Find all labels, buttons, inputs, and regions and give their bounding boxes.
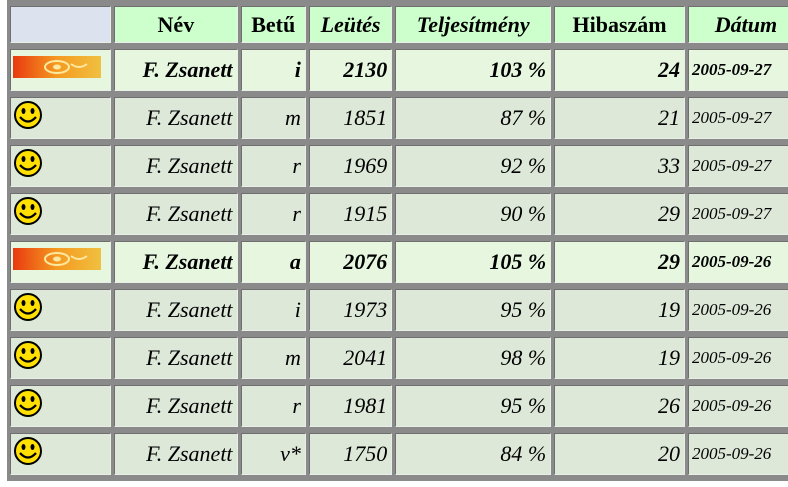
header-cell: Név: [114, 6, 238, 43]
table-cell: 2005-09-27: [687, 145, 788, 187]
icon-cell: [10, 145, 112, 187]
table-cell: 92 %: [395, 145, 552, 187]
table-cell: a: [240, 241, 306, 283]
header-row: Név Betű Leütés Teljesítmény Hibaszám Dá…: [10, 6, 788, 43]
table-cell: F. Zsanett: [114, 385, 238, 427]
table-row: F. Zsanett m 1851 87 % 21 2005-09-27: [10, 97, 788, 139]
table-cell: 2130: [308, 49, 393, 91]
table-cell: F. Zsanett: [114, 97, 238, 139]
table-cell: 98 %: [395, 337, 552, 379]
header-cell: Betű: [240, 6, 306, 43]
table-cell: 2005-09-27: [687, 97, 788, 139]
header-cell: Leütés: [308, 6, 393, 43]
table-cell: F. Zsanett: [114, 337, 238, 379]
table-cell: r: [240, 193, 306, 235]
table-cell: 2005-09-27: [687, 193, 788, 235]
table-cell: 103 %: [395, 49, 552, 91]
table-cell: 2005-09-27: [687, 49, 788, 91]
table-cell: F. Zsanett: [114, 49, 238, 91]
table-cell: 90 %: [395, 193, 552, 235]
table-cell: 2005-09-26: [687, 289, 788, 331]
table-row: F. Zsanett a 2076 105 % 29 2005-09-26: [10, 241, 788, 283]
table-cell: 19: [554, 289, 685, 331]
table-cell: 105 %: [395, 241, 552, 283]
smiley-icon: [14, 341, 42, 369]
table-cell: F. Zsanett: [114, 193, 238, 235]
table-cell: 87 %: [395, 97, 552, 139]
smiley-icon: [14, 149, 42, 177]
table-cell: 2041: [308, 337, 393, 379]
icon-cell: [10, 337, 112, 379]
table-cell: m: [240, 337, 306, 379]
table-cell: 1851: [308, 97, 393, 139]
table-cell: F. Zsanett: [114, 241, 238, 283]
table-cell: 1973: [308, 289, 393, 331]
header-cell: Teljesítmény: [395, 6, 552, 43]
table-row: F. Zsanett m 2041 98 % 19 2005-09-26: [10, 337, 788, 379]
table-cell: F. Zsanett: [114, 433, 238, 475]
banner-icon: [13, 56, 101, 78]
table-cell: 2005-09-26: [687, 433, 788, 475]
icon-cell: [10, 193, 112, 235]
header-cell: [10, 6, 112, 43]
table-cell: 95 %: [395, 385, 552, 427]
table-cell: 24: [554, 49, 685, 91]
icon-cell: [10, 289, 112, 331]
smiley-icon: [14, 389, 42, 417]
table-row: F. Zsanett v* 1750 84 % 20 2005-09-26: [10, 433, 788, 475]
table-cell: F. Zsanett: [114, 289, 238, 331]
table-cell: 2005-09-26: [687, 337, 788, 379]
table-cell: m: [240, 97, 306, 139]
table-row: F. Zsanett r 1981 95 % 26 2005-09-26: [10, 385, 788, 427]
smiley-icon: [14, 293, 42, 321]
table-body: F. Zsanett i 2130 103 % 24 2005-09-27 F. Zsane…: [10, 49, 788, 475]
icon-cell: [10, 97, 112, 139]
icon-cell: [10, 49, 112, 91]
table-cell: 84 %: [395, 433, 552, 475]
table-cell: 1750: [308, 433, 393, 475]
table-cell: 20: [554, 433, 685, 475]
icon-cell: [10, 433, 112, 475]
table-cell: i: [240, 289, 306, 331]
table-cell: r: [240, 145, 306, 187]
table-row: F. Zsanett i 1973 95 % 19 2005-09-26: [10, 289, 788, 331]
table-cell: 95 %: [395, 289, 552, 331]
table-cell: 1981: [308, 385, 393, 427]
results-table: Név Betű Leütés Teljesítmény Hibaszám Dá…: [7, 0, 788, 481]
table-cell: 2076: [308, 241, 393, 283]
table-row: F. Zsanett i 2130 103 % 24 2005-09-27: [10, 49, 788, 91]
smiley-icon: [14, 101, 42, 129]
table-cell: 29: [554, 193, 685, 235]
table-cell: 19: [554, 337, 685, 379]
table-cell: 33: [554, 145, 685, 187]
table-cell: r: [240, 385, 306, 427]
smiley-icon: [14, 197, 42, 225]
table-cell: 1915: [308, 193, 393, 235]
table-cell: i: [240, 49, 306, 91]
smiley-icon: [14, 437, 42, 465]
icon-cell: [10, 241, 112, 283]
table-cell: 21: [554, 97, 685, 139]
banner-icon: [13, 248, 101, 270]
table-cell: 2005-09-26: [687, 241, 788, 283]
table-cell: F. Zsanett: [114, 145, 238, 187]
icon-cell: [10, 385, 112, 427]
table-cell: 29: [554, 241, 685, 283]
table-row: F. Zsanett r 1915 90 % 29 2005-09-27: [10, 193, 788, 235]
table-row: F. Zsanett r 1969 92 % 33 2005-09-27: [10, 145, 788, 187]
table-cell: 26: [554, 385, 685, 427]
table-cell: 2005-09-26: [687, 385, 788, 427]
header-cell: Hibaszám: [554, 6, 685, 43]
header-cell: Dátum: [687, 6, 788, 43]
table-cell: v*: [240, 433, 306, 475]
table-cell: 1969: [308, 145, 393, 187]
